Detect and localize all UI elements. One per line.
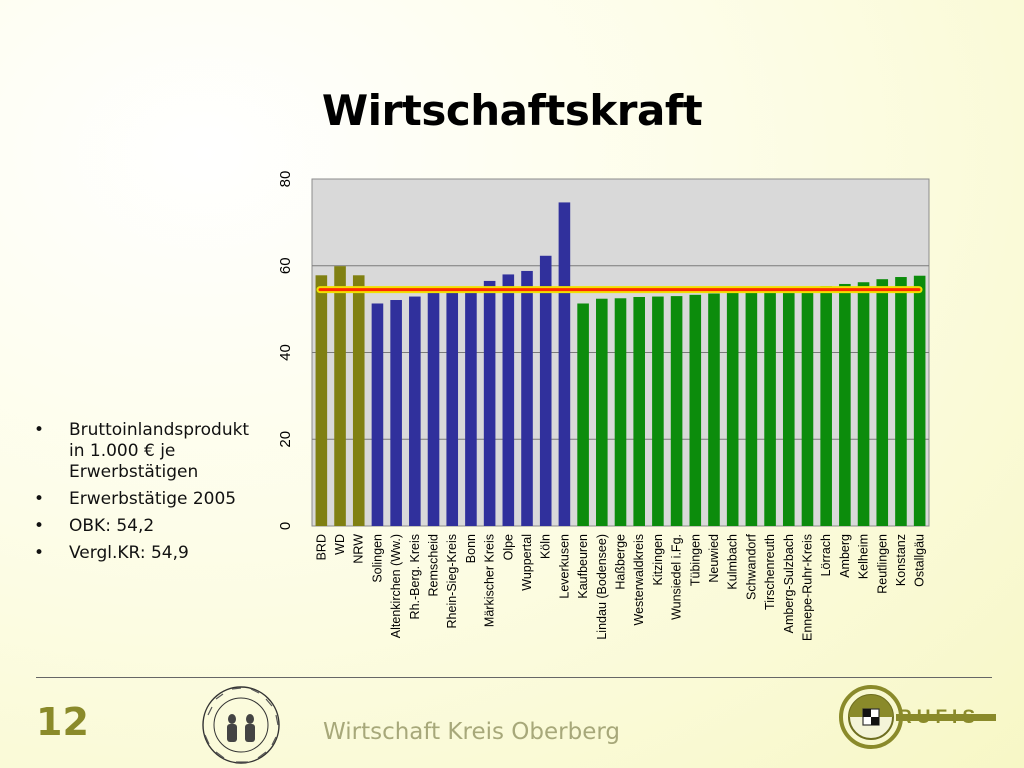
- x-tick-label: Haßberge: [614, 534, 628, 590]
- x-tick-label: Rh.-Berg. Kreis: [408, 534, 422, 619]
- bar: [801, 287, 814, 526]
- bar: [876, 279, 889, 526]
- x-tick-label: Konstanz: [894, 534, 908, 586]
- y-tick-label: 60: [277, 257, 294, 274]
- rufis-logo-icon: RUFIS: [839, 685, 996, 749]
- bullet-text: Vergl.KR: 54,9: [69, 543, 189, 563]
- x-tick-label: Tirschenreuth: [763, 534, 777, 610]
- bar: [371, 303, 384, 526]
- x-tick-label: Kelheim: [857, 534, 871, 579]
- page-number: 12: [36, 700, 89, 744]
- bullet-dot-icon: •: [34, 516, 45, 536]
- x-tick-label: Amberg-Sulzbach: [782, 534, 796, 633]
- x-tick-label: Lörrach: [819, 534, 833, 576]
- bullet-item: • Vergl.KR: 54,9: [34, 543, 264, 564]
- slide-title: Wirtschaftskraft: [321, 86, 703, 135]
- x-tick-label: Kulmbach: [726, 534, 740, 590]
- bar: [652, 296, 664, 526]
- bar: [839, 283, 851, 526]
- y-tick-label: 0: [277, 522, 294, 530]
- x-tick-label: Leverkusen: [557, 534, 571, 599]
- x-tick-label: Köln: [539, 534, 553, 559]
- y-tick-label: 40: [277, 344, 294, 361]
- bar: [708, 293, 720, 526]
- x-tick-label: Tübingen: [688, 534, 702, 586]
- x-tick-label: Kitzingen: [651, 534, 665, 585]
- bullet-dot-icon: •: [34, 543, 45, 563]
- x-tick-label: Olpe: [501, 534, 515, 560]
- bar: [577, 303, 589, 526]
- bar: [596, 298, 608, 526]
- x-tick-label: Westerwaldkreis: [632, 534, 646, 625]
- x-tick-label: Märkischer Kreis: [483, 534, 497, 627]
- x-tick-label: NRW: [352, 534, 366, 564]
- x-tick-label: Reutlingen: [875, 534, 889, 594]
- x-tick-label: Lindau (Bodensee): [595, 534, 609, 640]
- bar: [764, 290, 776, 526]
- footer-text: Wirtschaft Kreis Oberberg: [323, 719, 621, 745]
- bar-chart: 0 20 40 60 80 BRD WD NRW Solingen Altenkirchen (…: [277, 171, 930, 641]
- bullet-text: Erwerbstätige 2005: [69, 489, 237, 509]
- university-seal-icon: [202, 686, 280, 764]
- bar: [539, 255, 552, 526]
- bar: [521, 270, 533, 526]
- bar: [427, 291, 440, 526]
- bar: [315, 275, 328, 526]
- bar: [390, 300, 402, 526]
- bullet-item: • Bruttoinlandsprodukt in 1.000 € je Erwe…: [34, 420, 264, 483]
- x-tick-label: Remscheid: [427, 534, 441, 597]
- bullet-item: • Erwerbstätige 2005: [34, 489, 264, 510]
- bullet-text: Bruttoinlandsprodukt in 1.000 € je Erwer…: [69, 420, 250, 482]
- x-tick-label: BRD: [314, 534, 328, 560]
- x-tick-label: Wuppertal: [520, 534, 534, 591]
- bullet-item: • OBK: 54,2: [34, 516, 264, 537]
- x-tick-label: Rhein-Sieg-Kreis: [445, 534, 459, 628]
- bar: [726, 291, 739, 526]
- x-tick-label: Altenkirchen (Ww.): [389, 534, 403, 638]
- x-tick-label: Ostallgäu: [913, 534, 927, 587]
- bar: [483, 280, 496, 526]
- bar: [409, 296, 421, 526]
- x-tick-label: Amberg: [838, 534, 852, 578]
- bar: [502, 274, 515, 526]
- x-tick-label: WD: [333, 534, 347, 555]
- bar: [895, 277, 907, 526]
- bar: [820, 286, 832, 526]
- logo-text: RUFIS: [898, 707, 980, 728]
- bars: [315, 202, 926, 527]
- bullet-text: OBK: 54,2: [69, 516, 155, 536]
- bar: [334, 266, 346, 526]
- bar: [913, 275, 926, 526]
- bar: [614, 298, 627, 526]
- bar: [465, 288, 477, 526]
- bar: [857, 282, 870, 526]
- x-tick-label: Ennepe-Ruhr-Kreis: [800, 534, 814, 641]
- y-tick-label: 20: [277, 431, 294, 448]
- y-tick-label: 80: [277, 171, 294, 188]
- bullet-dot-icon: •: [34, 489, 45, 509]
- bar: [745, 290, 758, 526]
- bullet-list: • Bruttoinlandsprodukt in 1.000 € je Erwe…: [34, 420, 264, 570]
- bar: [670, 296, 683, 526]
- bar: [782, 289, 795, 526]
- bar: [558, 202, 571, 527]
- bar: [689, 294, 702, 526]
- bar: [446, 290, 459, 526]
- x-tick-label: Kaufbeuren: [576, 534, 590, 599]
- footer-divider: [36, 677, 992, 678]
- y-axis: 0 20 40 60 80: [277, 171, 294, 531]
- x-tick-label: Schwandorf: [744, 533, 758, 600]
- bullet-dot-icon: •: [34, 420, 45, 440]
- bar: [633, 296, 645, 526]
- x-tick-label: Neuwied: [707, 534, 721, 583]
- x-tick-label: Bonn: [464, 534, 478, 563]
- x-axis: BRD WD NRW Solingen Altenkirchen (Ww.) Rh.-Be…: [314, 533, 926, 641]
- x-tick-label: Wunsiedel i.Fg.: [670, 534, 684, 620]
- bar: [352, 275, 365, 526]
- x-tick-label: Solingen: [370, 534, 384, 583]
